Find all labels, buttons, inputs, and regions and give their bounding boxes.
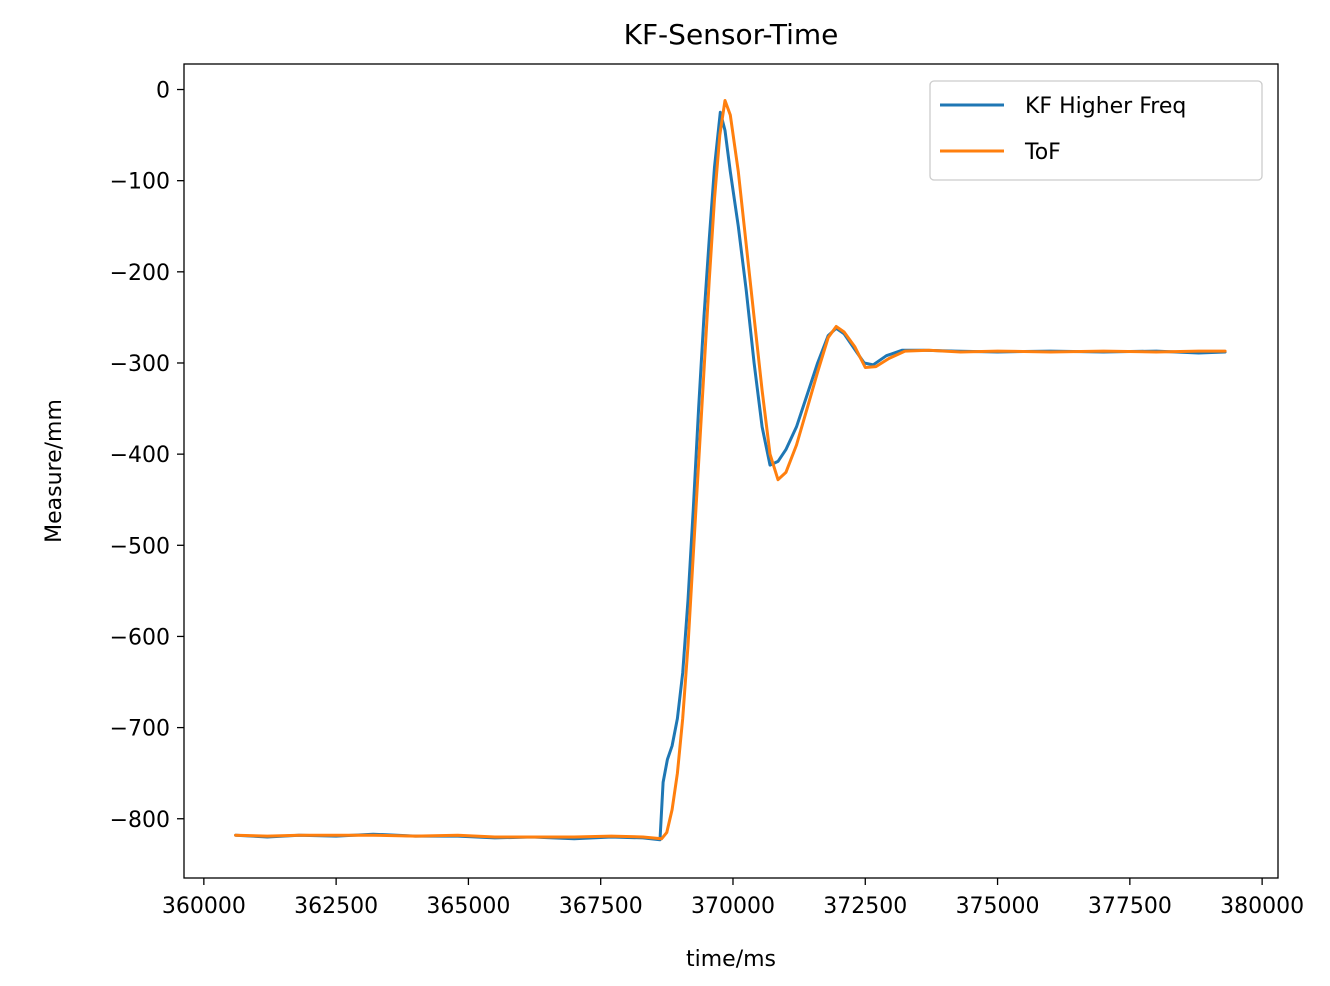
x-tick-label: 362500 (294, 894, 378, 919)
y-tick-label: −200 (110, 261, 170, 286)
y-tick-label: −100 (110, 170, 170, 195)
y-tick-label: −400 (110, 443, 170, 468)
legend: KF Higher Freq ToF (929, 80, 1263, 181)
x-tick-label: 367500 (559, 894, 643, 919)
y-tick-label: −300 (110, 352, 170, 377)
series-layer (234, 99, 1227, 842)
plot-frame (183, 63, 1279, 879)
x-axis: 360000 362500 365000 367500 370000 372500 3750… (162, 878, 1304, 919)
y-tick-label: −500 (110, 534, 170, 559)
x-axis-label: time/ms (686, 947, 776, 972)
y-tick-label: −700 (110, 717, 170, 742)
y-tick-label: −800 (110, 808, 170, 833)
legend-box (929, 80, 1263, 181)
legend-label-kf-higher-freq: KF Higher Freq (1025, 94, 1186, 119)
y-axis: 0 −100 −200 −300 −400 −500 −600 −700 −800 (110, 79, 184, 833)
series-line-tof (234, 99, 1227, 841)
series-line-kf-higher-freq (234, 110, 1227, 842)
x-tick-label: 360000 (162, 894, 246, 919)
x-tick-label: 365000 (426, 894, 510, 919)
x-tick-label: 380000 (1220, 894, 1304, 919)
y-axis-label: Measure/mm (42, 399, 67, 543)
x-tick-label: 372500 (823, 894, 907, 919)
y-tick-label: −600 (110, 625, 170, 650)
x-tick-label: 375000 (956, 894, 1040, 919)
x-tick-label: 377500 (1088, 894, 1172, 919)
chart-title: KF-Sensor-Time (624, 18, 839, 51)
x-tick-label: 370000 (691, 894, 775, 919)
y-tick-label: 0 (156, 79, 170, 104)
legend-label-tof: ToF (1024, 140, 1061, 165)
